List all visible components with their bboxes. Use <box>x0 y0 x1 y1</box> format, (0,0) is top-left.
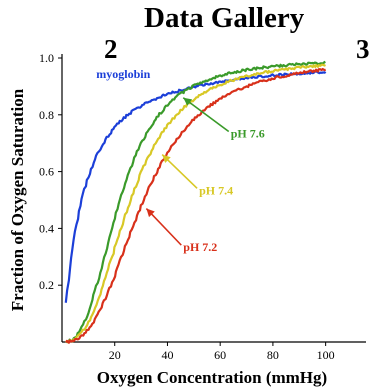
annotation-arrow-head <box>162 154 171 163</box>
x-tick-label: 60 <box>214 348 226 362</box>
x-tick-label: 20 <box>109 348 121 362</box>
annotation-myoglobin: myoglobin <box>96 67 150 81</box>
gallery-title: Data Gallery <box>144 2 305 34</box>
page-number-left: 2 <box>104 34 118 64</box>
y-tick-label: 0.6 <box>39 165 54 179</box>
y-tick-label: 0.4 <box>39 221 54 235</box>
page-number-right: 3 <box>356 34 370 64</box>
y-tick-label: 1.0 <box>39 51 54 65</box>
x-tick-label: 80 <box>267 348 279 362</box>
y-tick-label: 0.2 <box>39 278 54 292</box>
series-line-ph-7-4 <box>65 63 326 344</box>
annotation-arrow-head <box>146 208 155 218</box>
x-tick-label: 40 <box>161 348 173 362</box>
series-line-myoglobin <box>64 70 327 303</box>
annotation-ph-7-4: pH 7.4 <box>199 183 233 197</box>
x-axis-label: Oxygen Concentration (mmHg) <box>97 368 327 387</box>
x-tick-label: 100 <box>317 348 335 362</box>
series-line-ph-7-2 <box>65 67 326 344</box>
series-line-ph-7-6 <box>65 60 326 344</box>
annotation-arrow-head <box>183 97 193 106</box>
annotation-ph-7-6: pH 7.6 <box>231 127 265 141</box>
y-axis-label: Fraction of Oxygen Saturation <box>8 88 27 311</box>
annotation-ph-7-2: pH 7.2 <box>183 240 217 254</box>
annotation-arrow-line <box>161 153 198 189</box>
annotation-arrow-line <box>182 97 230 133</box>
y-tick-label: 0.8 <box>39 108 54 122</box>
annotation-arrow-line <box>145 207 182 246</box>
